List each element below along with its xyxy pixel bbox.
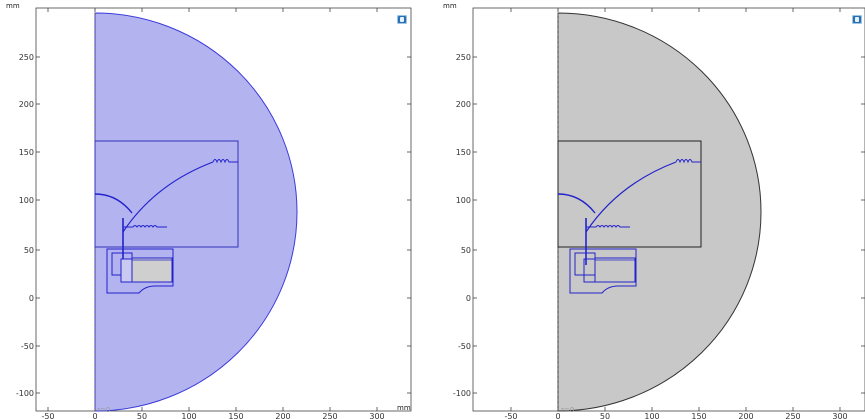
coil-short	[123, 225, 167, 228]
y-tick-label: -100	[16, 389, 34, 398]
y-tick-label: 200	[19, 100, 34, 109]
y-tick-label: 0	[29, 294, 34, 303]
y-unit-label: mm	[443, 2, 457, 10]
wire-diagonal	[585, 161, 677, 233]
x-tick-label: 100	[644, 412, 659, 419]
y-tick-label: -50	[21, 342, 34, 351]
air-domain	[94, 12, 298, 412]
pole-block	[594, 257, 636, 283]
y-tick-label: 150	[19, 148, 34, 157]
coil-short	[586, 225, 630, 228]
wire-diagonal	[122, 161, 214, 233]
x-tick-label: 0	[555, 412, 560, 419]
dome-arc	[94, 193, 133, 214]
y-tick-label: 250	[456, 53, 471, 62]
y-tick-label: 150	[456, 148, 471, 157]
x-tick-label: 50	[600, 412, 610, 419]
base-housing	[106, 248, 174, 294]
base-housing	[569, 248, 637, 294]
y-tick-label: 250	[19, 53, 34, 62]
geometry-canvas-left[interactable]: 250 200 150 100 50 0 -50 -100 -50 0 50 100 150 200 250…	[0, 0, 428, 419]
geometry-view-right[interactable]: 250 200 150 100 50 0 -50 -100 -50 0 50 100 150 200 250…	[437, 0, 865, 419]
x-tick-label: -50	[41, 412, 54, 419]
x-tick-label: 50	[137, 412, 147, 419]
y-unit-label: mm	[6, 2, 20, 10]
y-tick-label: 0	[466, 294, 471, 303]
geometry-canvas-right[interactable]: 250 200 150 100 50 0 -50 -100 -50 0 50 100 150 200 250…	[437, 0, 865, 419]
axis-marker: r=0	[561, 406, 575, 414]
geometry-view-left[interactable]: 250 200 150 100 50 0 -50 -100 -50 0 50 100 150 200 250…	[0, 0, 428, 419]
pole-block	[131, 257, 173, 283]
x-tick-label: 250	[322, 412, 337, 419]
y-tick-label: 50	[461, 246, 471, 255]
x-tick-label: 200	[275, 412, 290, 419]
x-tick-label: 150	[691, 412, 706, 419]
x-tick-label: 200	[738, 412, 753, 419]
x-tick-label: 250	[785, 412, 800, 419]
magnet-piece	[120, 258, 133, 283]
y-tick-label: -100	[453, 389, 471, 398]
coil-top	[675, 159, 701, 164]
x-tick-label: 150	[228, 412, 243, 419]
y-tick-label: 100	[456, 196, 471, 205]
dome-arc	[557, 193, 596, 214]
y-tick-label: 50	[24, 246, 34, 255]
y-tick-label: 200	[456, 100, 471, 109]
y-tick-label: 100	[19, 196, 34, 205]
view-toolbar-icon[interactable]	[397, 15, 407, 24]
x-tick-label: 300	[369, 412, 384, 419]
x-tick-label: 100	[181, 412, 196, 419]
axis-marker: r=0	[97, 406, 111, 414]
x-tick-label: 0	[92, 412, 97, 419]
x-tick-label: 300	[832, 412, 847, 419]
x-tick-label: -50	[504, 412, 517, 419]
y-tick-label: -50	[458, 342, 471, 351]
coil-top	[212, 159, 238, 164]
air-domain	[557, 12, 762, 412]
x-unit-label: mm	[397, 404, 411, 412]
view-toolbar-icon[interactable]	[852, 15, 862, 24]
